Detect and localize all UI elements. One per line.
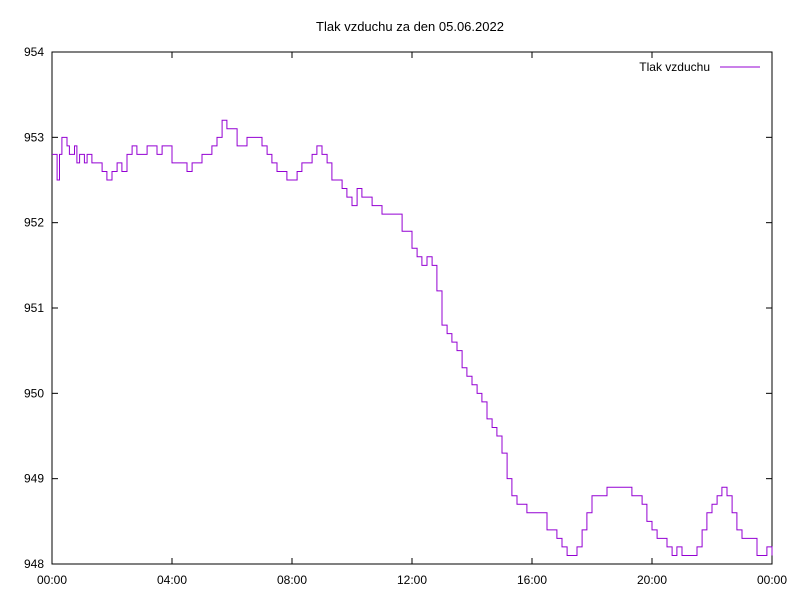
y-tick-label: 951: [24, 301, 44, 315]
y-axis: 948 949 950 951 952 953 954: [24, 45, 772, 571]
series-line: [52, 119, 773, 556]
x-tick-label: 12:00: [397, 573, 427, 587]
x-tick-label: 04:00: [157, 573, 187, 587]
x-tick-label: 00:00: [37, 573, 67, 587]
x-tick-label: 16:00: [517, 573, 547, 587]
legend-label: Tlak vzduchu: [639, 60, 710, 74]
x-tick-label: 08:00: [277, 573, 307, 587]
y-tick-label: 949: [24, 472, 44, 486]
x-axis: 00:00 04:00 08:00 12:00 16:00 20:00 00:00: [37, 52, 787, 587]
series-layer: [52, 119, 773, 556]
y-tick-label: 953: [24, 130, 44, 144]
x-tick-label: 20:00: [637, 573, 667, 587]
legend: Tlak vzduchu: [639, 60, 760, 74]
x-tick-label: 00:00: [757, 573, 787, 587]
chart-title: Tlak vzduchu za den 05.06.2022: [316, 19, 504, 34]
y-tick-label: 950: [24, 386, 44, 400]
y-tick-label: 952: [24, 216, 44, 230]
y-tick-label: 948: [24, 557, 44, 571]
y-tick-label: 954: [24, 45, 44, 59]
